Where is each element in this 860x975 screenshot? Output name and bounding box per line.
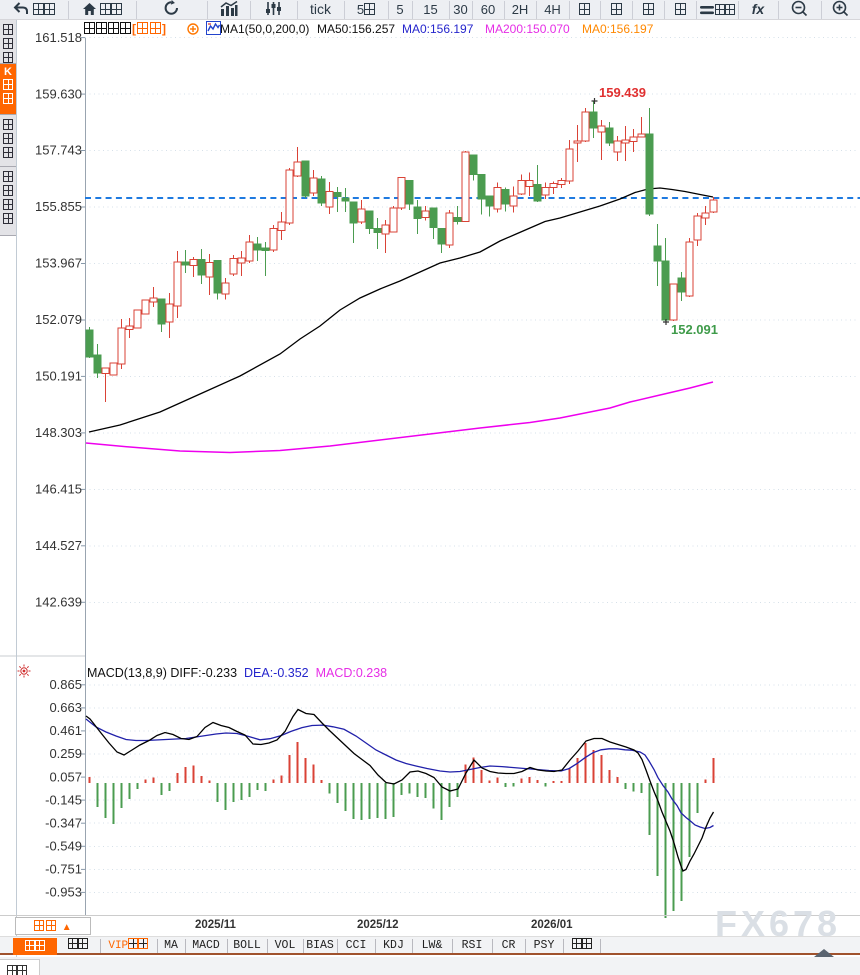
svg-text:155.855: 155.855 bbox=[35, 199, 82, 214]
svg-text:150.191: 150.191 bbox=[35, 369, 82, 384]
svg-text:148.303: 148.303 bbox=[35, 425, 82, 440]
svg-text:161.518: 161.518 bbox=[35, 30, 82, 45]
svg-text:-0.549: -0.549 bbox=[45, 839, 82, 854]
svg-text:-0.347: -0.347 bbox=[45, 815, 82, 830]
svg-text:-0.145: -0.145 bbox=[45, 792, 82, 807]
svg-text:146.415: 146.415 bbox=[35, 482, 82, 497]
svg-text:0.663: 0.663 bbox=[49, 700, 82, 715]
svg-text:-0.751: -0.751 bbox=[45, 862, 82, 877]
svg-text:0.259: 0.259 bbox=[49, 746, 82, 761]
svg-text:159.439: 159.439 bbox=[599, 85, 646, 100]
svg-text:152.079: 152.079 bbox=[35, 312, 82, 327]
svg-text:153.967: 153.967 bbox=[35, 256, 82, 271]
svg-text:0.865: 0.865 bbox=[49, 677, 82, 692]
svg-text:0.057: 0.057 bbox=[49, 769, 82, 784]
svg-text:157.743: 157.743 bbox=[35, 143, 82, 158]
svg-text:142.639: 142.639 bbox=[35, 595, 82, 610]
svg-text:-0.953: -0.953 bbox=[45, 885, 82, 900]
svg-text:144.527: 144.527 bbox=[35, 538, 82, 553]
svg-text:0.461: 0.461 bbox=[49, 723, 82, 738]
svg-text:159.630: 159.630 bbox=[35, 86, 82, 101]
svg-text:152.091: 152.091 bbox=[671, 322, 718, 337]
